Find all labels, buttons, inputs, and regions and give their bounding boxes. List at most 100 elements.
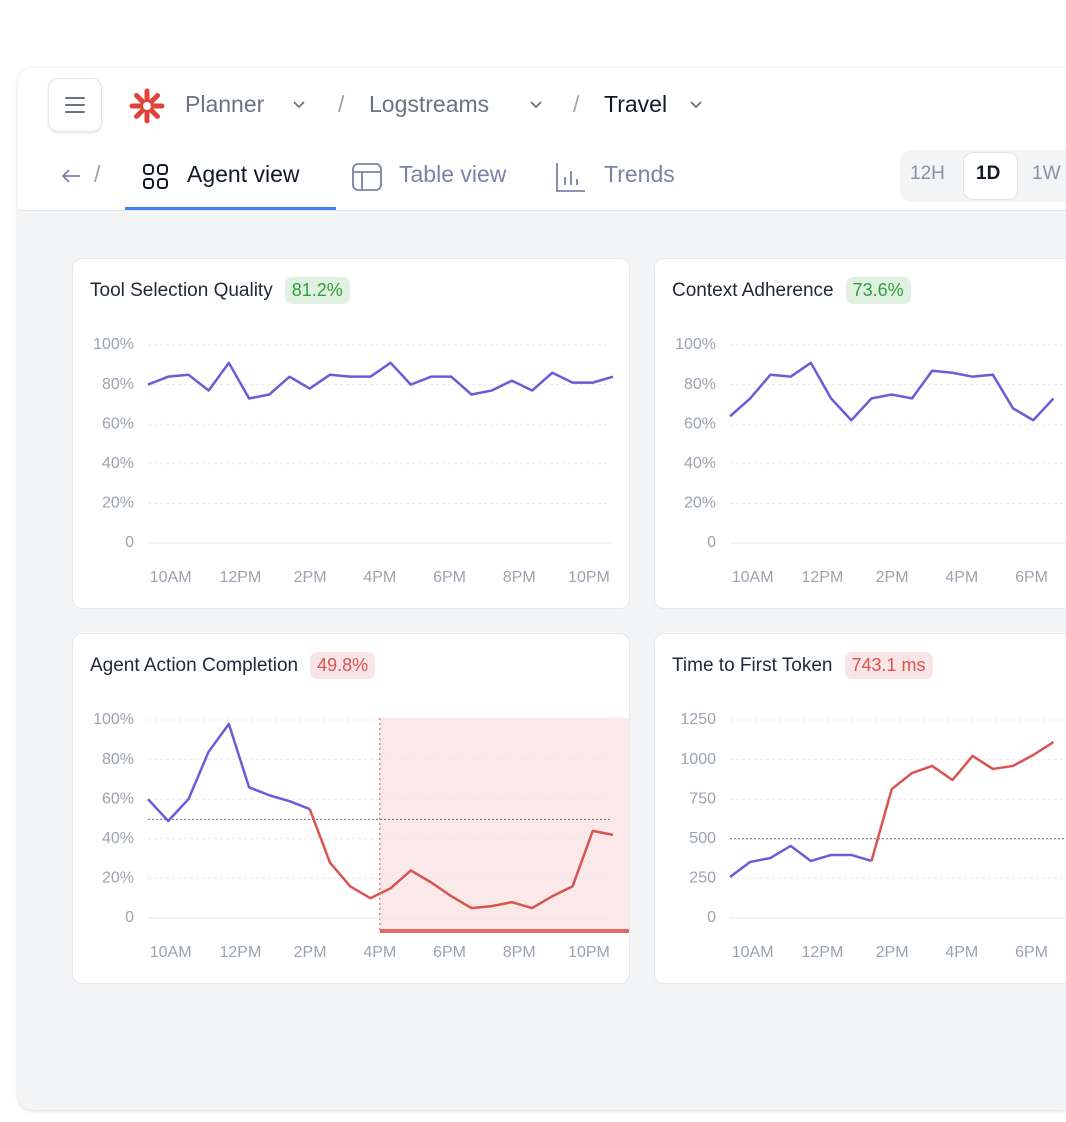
x-tick-label: 8PM xyxy=(503,569,536,586)
x-tick-label: 10PM xyxy=(568,944,610,961)
card-header: Tool Selection Quality 81.2% xyxy=(90,277,350,304)
y-tick-label: 40% xyxy=(102,830,134,847)
x-tick-label: 8PM xyxy=(503,944,536,961)
x-tick-label: 2PM xyxy=(294,944,327,961)
chart-title: Context Adherence xyxy=(672,279,834,301)
line-series xyxy=(729,361,1055,422)
line-series xyxy=(147,722,311,823)
y-tick-label: 80% xyxy=(684,376,716,393)
x-tick-label: 4PM xyxy=(363,569,396,586)
y-tick-label: 1250 xyxy=(680,711,716,728)
chart-title: Time to First Token xyxy=(672,654,833,676)
time-range-selected xyxy=(963,152,1018,200)
line-series xyxy=(147,361,614,400)
x-tick-label: 4PM xyxy=(945,569,978,586)
x-tick-label: 10AM xyxy=(732,569,774,586)
y-tick-label: 100% xyxy=(675,336,716,353)
separator: / xyxy=(94,161,101,187)
card-header: Time to First Token 743.1 ms xyxy=(672,652,933,679)
x-tick-label: 12PM xyxy=(801,569,843,586)
y-tick-label: 60% xyxy=(102,790,134,807)
status-badge: 743.1 ms xyxy=(844,652,933,679)
chart-plot: 0 250 500 750 1000 1250 10AM 12PM 2PM 4PM 6PM xyxy=(680,711,1066,961)
chevron xyxy=(690,101,702,109)
highlight-region xyxy=(379,718,629,931)
line-series xyxy=(729,844,872,878)
y-tick-label: 0 xyxy=(707,909,716,926)
x-tick-label: 10PM xyxy=(568,569,610,586)
separator: / xyxy=(338,91,345,117)
menu-icon xyxy=(65,97,85,113)
separator: / xyxy=(573,91,580,117)
chart-card: Context Adherence 73.6% 0 20% 40% 60% 80% 100% 1… xyxy=(654,258,1066,609)
x-tick-label: 12PM xyxy=(801,944,843,961)
y-tick-label: 0 xyxy=(707,534,716,551)
time-range[interactable]: 12H xyxy=(910,163,945,184)
y-tick-label: 40% xyxy=(102,455,134,472)
breadcrumb[interactable]: Logstreams xyxy=(369,91,490,117)
breadcrumb[interactable]: Travel xyxy=(604,91,668,117)
back-arrow[interactable] xyxy=(60,166,82,186)
chevron xyxy=(530,101,542,109)
trends-icon xyxy=(556,163,585,192)
line-series xyxy=(870,740,1055,862)
x-tick-label: 2PM xyxy=(876,944,909,961)
y-tick-label: 20% xyxy=(102,495,134,512)
y-tick-label: 20% xyxy=(102,870,134,887)
x-tick-label: 2PM xyxy=(294,569,327,586)
chart-plot: 0 20% 40% 60% 80% 100% 10AM 12PM 2PM 4PM 6PM xyxy=(675,336,1066,586)
line-series xyxy=(308,808,614,910)
time-range[interactable]: 1D xyxy=(976,163,1001,184)
y-tick-label: 60% xyxy=(684,415,716,432)
y-tick-label: 20% xyxy=(684,495,716,512)
chart-title: Agent Action Completion xyxy=(90,654,299,676)
tab[interactable]: Trends xyxy=(604,161,675,187)
y-tick-label: 60% xyxy=(102,415,134,432)
y-tick-label: 100% xyxy=(93,336,134,353)
card-header: Context Adherence 73.6% xyxy=(672,277,911,304)
y-tick-label: 100% xyxy=(93,711,134,728)
y-tick-label: 0 xyxy=(125,909,134,926)
chart-card: Time to First Token 743.1 ms 0 250 500 750 100… xyxy=(654,633,1066,984)
table-icon xyxy=(352,163,382,191)
y-tick-label: 80% xyxy=(102,376,134,393)
y-tick-label: 80% xyxy=(102,751,134,768)
y-tick-label: 40% xyxy=(684,455,716,472)
x-tick-label: 4PM xyxy=(945,944,978,961)
status-badge: 73.6% xyxy=(845,277,911,304)
time-range[interactable]: 1W xyxy=(1032,163,1061,184)
x-tick-label: 6PM xyxy=(433,944,466,961)
y-tick-label: 1000 xyxy=(680,751,716,768)
tab[interactable]: Agent view xyxy=(187,161,300,187)
status-badge: 81.2% xyxy=(284,277,350,304)
x-tick-label: 2PM xyxy=(876,569,909,586)
top-bar: Planner / Logstreams / Travel / Agent vi… xyxy=(18,68,1066,211)
logo xyxy=(129,88,165,124)
x-tick-label: 12PM xyxy=(219,944,261,961)
card-header: Agent Action Completion 49.8% xyxy=(90,652,376,679)
status-badge: 49.8% xyxy=(310,652,376,679)
chart-plot: 0 20% 40% 60% 80% 100% 10AM 12PM 2PM 4PM 6PM 8PM 10P… xyxy=(93,336,614,586)
x-tick-label: 10AM xyxy=(732,944,774,961)
x-tick-label: 12PM xyxy=(219,569,261,586)
y-tick-label: 750 xyxy=(689,790,716,807)
chevron xyxy=(293,101,305,109)
app-window: Planner / Logstreams / Travel / Agent vi… xyxy=(18,68,1066,1110)
x-tick-label: 6PM xyxy=(1015,944,1048,961)
chart-plot: 0 20% 40% 60% 80% 100% 10AM 12PM 2PM 4PM 6PM 8PM 10P… xyxy=(93,711,629,961)
active-tab-indicator xyxy=(125,207,336,210)
y-tick-label: 500 xyxy=(689,830,716,847)
breadcrumb[interactable]: Planner xyxy=(185,91,265,117)
tab[interactable]: Table view xyxy=(399,161,507,187)
y-tick-label: 0 xyxy=(125,534,134,551)
chart-card: Agent Action Completion 49.8% 0 20% 40% 60% 80… xyxy=(72,633,630,984)
agent-icon xyxy=(143,164,168,189)
menu-button[interactable] xyxy=(48,78,102,132)
x-tick-label: 10AM xyxy=(150,944,192,961)
chart-card: Tool Selection Quality 81.2% 0 20% 40% 60% 80%… xyxy=(72,258,630,609)
x-tick-label: 6PM xyxy=(1015,569,1048,586)
x-tick-label: 10AM xyxy=(150,569,192,586)
y-tick-label: 250 xyxy=(689,870,716,887)
